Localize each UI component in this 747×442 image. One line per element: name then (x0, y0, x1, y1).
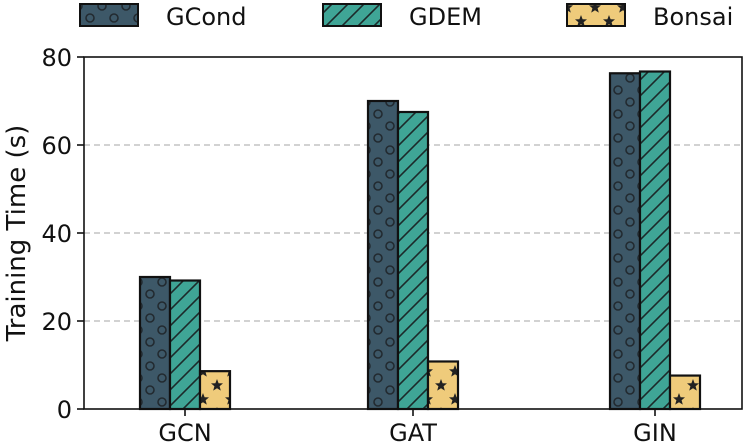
bar-gdem-gat (396, 110, 430, 411)
bar-gcond-gin (608, 72, 642, 411)
bar-gdem-gin (638, 70, 672, 411)
bar-gcond-gat (366, 99, 400, 411)
y-tick-label: 40 (41, 220, 72, 248)
bar-bonsai-gin (668, 374, 702, 411)
bar-bonsai-gcn (198, 370, 232, 411)
legend: GCond GDEM Bonsai (79, 3, 733, 31)
legend-label-gcond: GCond (166, 3, 246, 31)
legend-swatch-gcond (79, 3, 139, 27)
y-tick-label: 60 (41, 132, 72, 160)
bars (138, 70, 702, 411)
legend-swatch-gdem (322, 3, 382, 27)
bar-bonsai-gat (426, 360, 460, 411)
x-tick-label: GCN (158, 419, 211, 442)
x-tick-label: GAT (389, 419, 437, 442)
legend-label-gdem: GDEM (409, 3, 482, 31)
x-tick-label: GIN (633, 419, 677, 442)
legend-label-bonsai: Bonsai (653, 3, 733, 31)
y-axis-label: Training Time (s) (2, 125, 32, 343)
y-tick-label: 0 (57, 396, 72, 424)
axis-ticks: 0 20 40 60 80 GCN GAT GIN (41, 44, 676, 442)
bar-gdem-gcn (168, 279, 202, 411)
legend-swatch-bonsai (566, 3, 626, 27)
y-tick-label: 20 (41, 308, 72, 336)
y-tick-label: 80 (41, 44, 72, 72)
bar-gcond-gcn (138, 275, 172, 411)
